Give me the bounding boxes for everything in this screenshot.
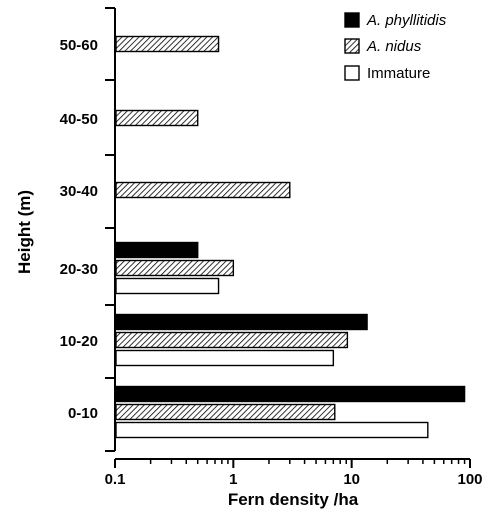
y-tick-label-20-30: 20-30 <box>60 261 98 278</box>
legend-label-0: A. phyllitidis <box>366 12 447 29</box>
x-tick-label-1: 1 <box>229 471 237 488</box>
legend-label-1: A. nidus <box>366 38 422 55</box>
bar-a-nidus-0-10 <box>115 403 336 421</box>
bar-a-nidus-50-60 <box>115 35 220 53</box>
bar-a-nidus-10-20 <box>115 331 349 349</box>
x-tick-label-3: 100 <box>457 471 482 488</box>
y-tick-label-30-40: 30-40 <box>60 183 98 200</box>
y-tick-label-0-10: 0-10 <box>68 405 98 422</box>
bar-a-nidus-40-50 <box>115 109 199 127</box>
x-axis-title: Fern density /ha <box>228 490 359 509</box>
bar-a-nidus-30-40 <box>115 181 291 199</box>
bar-a-phyllitidis-0-10 <box>115 385 466 403</box>
x-tick-label-2: 10 <box>343 471 360 488</box>
x-tick-label-0: 0.1 <box>105 471 126 488</box>
bar-a-phyllitidis-10-20 <box>115 313 368 331</box>
bar-a-phyllitidis-20-30 <box>115 241 199 259</box>
bar-a-nidus-20-30 <box>115 259 235 277</box>
bars <box>115 35 466 439</box>
y-tick-label-50-60: 50-60 <box>60 37 98 54</box>
y-tick-label-40-50: 40-50 <box>60 111 98 128</box>
bar-immature-20-30 <box>115 277 220 295</box>
axes <box>105 7 471 468</box>
legend-swatch-0 <box>344 12 360 28</box>
bar-immature-0-10 <box>115 421 429 439</box>
legend-label-2: Immature <box>367 65 430 82</box>
legend-swatch-1 <box>344 38 360 54</box>
tick-labels: 0.1 1 10 100 0-10 10-20 20-30 30-40 40-50 50-60 <box>60 37 483 488</box>
legend: A. phyllitidis A. nidus Immature <box>344 12 447 82</box>
y-tick-label-10-20: 10-20 <box>60 333 98 350</box>
legend-swatch-2 <box>344 65 360 81</box>
y-axis-title: Height (m) <box>15 190 34 274</box>
bar-immature-10-20 <box>115 349 335 367</box>
